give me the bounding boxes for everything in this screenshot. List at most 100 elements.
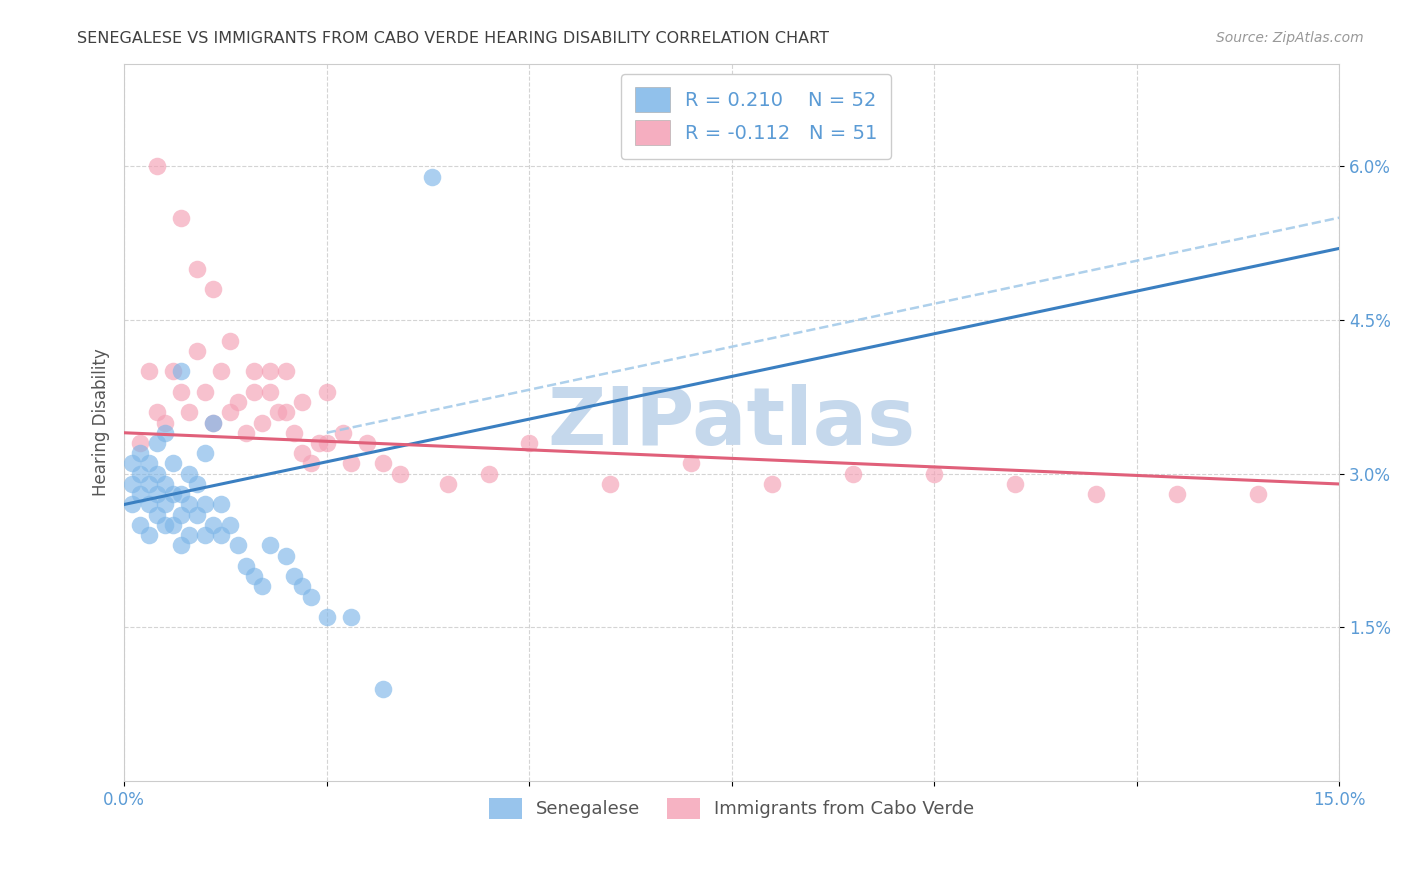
Point bbox=[1166, 487, 1188, 501]
Point bbox=[259, 364, 281, 378]
Point bbox=[129, 436, 152, 450]
Point bbox=[291, 579, 314, 593]
Point bbox=[209, 528, 232, 542]
Point bbox=[291, 395, 314, 409]
Point bbox=[267, 405, 290, 419]
Point bbox=[129, 487, 152, 501]
Point bbox=[291, 446, 314, 460]
Point bbox=[478, 467, 501, 481]
Point bbox=[202, 518, 225, 533]
Point bbox=[356, 436, 378, 450]
Legend: Senegalese, Immigrants from Cabo Verde: Senegalese, Immigrants from Cabo Verde bbox=[482, 790, 981, 826]
Point bbox=[170, 384, 193, 399]
Point bbox=[922, 467, 945, 481]
Point bbox=[177, 405, 200, 419]
Point bbox=[250, 416, 273, 430]
Point bbox=[842, 467, 865, 481]
Point bbox=[186, 343, 208, 358]
Point bbox=[315, 436, 337, 450]
Point bbox=[340, 457, 363, 471]
Point bbox=[332, 425, 354, 440]
Point bbox=[153, 477, 176, 491]
Point bbox=[186, 508, 208, 522]
Point bbox=[170, 487, 193, 501]
Point bbox=[202, 416, 225, 430]
Point bbox=[186, 477, 208, 491]
Point bbox=[761, 477, 783, 491]
Point bbox=[138, 498, 160, 512]
Point bbox=[259, 384, 281, 399]
Point bbox=[202, 282, 225, 296]
Point bbox=[226, 395, 249, 409]
Point bbox=[145, 508, 167, 522]
Point bbox=[243, 569, 266, 583]
Point bbox=[283, 425, 305, 440]
Point bbox=[145, 487, 167, 501]
Point bbox=[194, 498, 217, 512]
Point bbox=[299, 590, 322, 604]
Point bbox=[153, 425, 176, 440]
Point bbox=[121, 498, 143, 512]
Point bbox=[170, 364, 193, 378]
Point bbox=[138, 457, 160, 471]
Point bbox=[194, 528, 217, 542]
Point bbox=[153, 416, 176, 430]
Point bbox=[218, 405, 240, 419]
Point bbox=[121, 457, 143, 471]
Point bbox=[186, 261, 208, 276]
Point bbox=[235, 425, 257, 440]
Point bbox=[243, 384, 266, 399]
Point bbox=[243, 364, 266, 378]
Point bbox=[170, 211, 193, 225]
Text: ZIPatlas: ZIPatlas bbox=[547, 384, 915, 461]
Point bbox=[373, 457, 395, 471]
Point bbox=[129, 467, 152, 481]
Point bbox=[218, 518, 240, 533]
Point bbox=[250, 579, 273, 593]
Point bbox=[276, 405, 298, 419]
Point bbox=[138, 477, 160, 491]
Point bbox=[145, 160, 167, 174]
Point bbox=[121, 477, 143, 491]
Point bbox=[299, 457, 322, 471]
Point bbox=[145, 467, 167, 481]
Point bbox=[129, 518, 152, 533]
Point bbox=[308, 436, 330, 450]
Point bbox=[517, 436, 540, 450]
Point bbox=[315, 610, 337, 624]
Point bbox=[145, 436, 167, 450]
Point bbox=[259, 538, 281, 552]
Point bbox=[437, 477, 460, 491]
Text: Source: ZipAtlas.com: Source: ZipAtlas.com bbox=[1216, 31, 1364, 45]
Point bbox=[276, 549, 298, 563]
Point bbox=[209, 498, 232, 512]
Point bbox=[153, 518, 176, 533]
Point bbox=[209, 364, 232, 378]
Point bbox=[170, 538, 193, 552]
Point bbox=[177, 528, 200, 542]
Point bbox=[202, 416, 225, 430]
Point bbox=[162, 487, 184, 501]
Point bbox=[153, 498, 176, 512]
Point bbox=[283, 569, 305, 583]
Point bbox=[194, 446, 217, 460]
Point bbox=[194, 384, 217, 399]
Point bbox=[170, 508, 193, 522]
Point bbox=[177, 467, 200, 481]
Point bbox=[340, 610, 363, 624]
Point bbox=[681, 457, 703, 471]
Point bbox=[177, 498, 200, 512]
Point bbox=[235, 558, 257, 573]
Point bbox=[138, 364, 160, 378]
Point bbox=[388, 467, 411, 481]
Point bbox=[129, 446, 152, 460]
Point bbox=[1085, 487, 1108, 501]
Point bbox=[420, 169, 443, 184]
Point bbox=[599, 477, 621, 491]
Point bbox=[162, 518, 184, 533]
Point bbox=[1004, 477, 1026, 491]
Text: SENEGALESE VS IMMIGRANTS FROM CABO VERDE HEARING DISABILITY CORRELATION CHART: SENEGALESE VS IMMIGRANTS FROM CABO VERDE… bbox=[77, 31, 830, 46]
Point bbox=[226, 538, 249, 552]
Point bbox=[138, 528, 160, 542]
Point bbox=[218, 334, 240, 348]
